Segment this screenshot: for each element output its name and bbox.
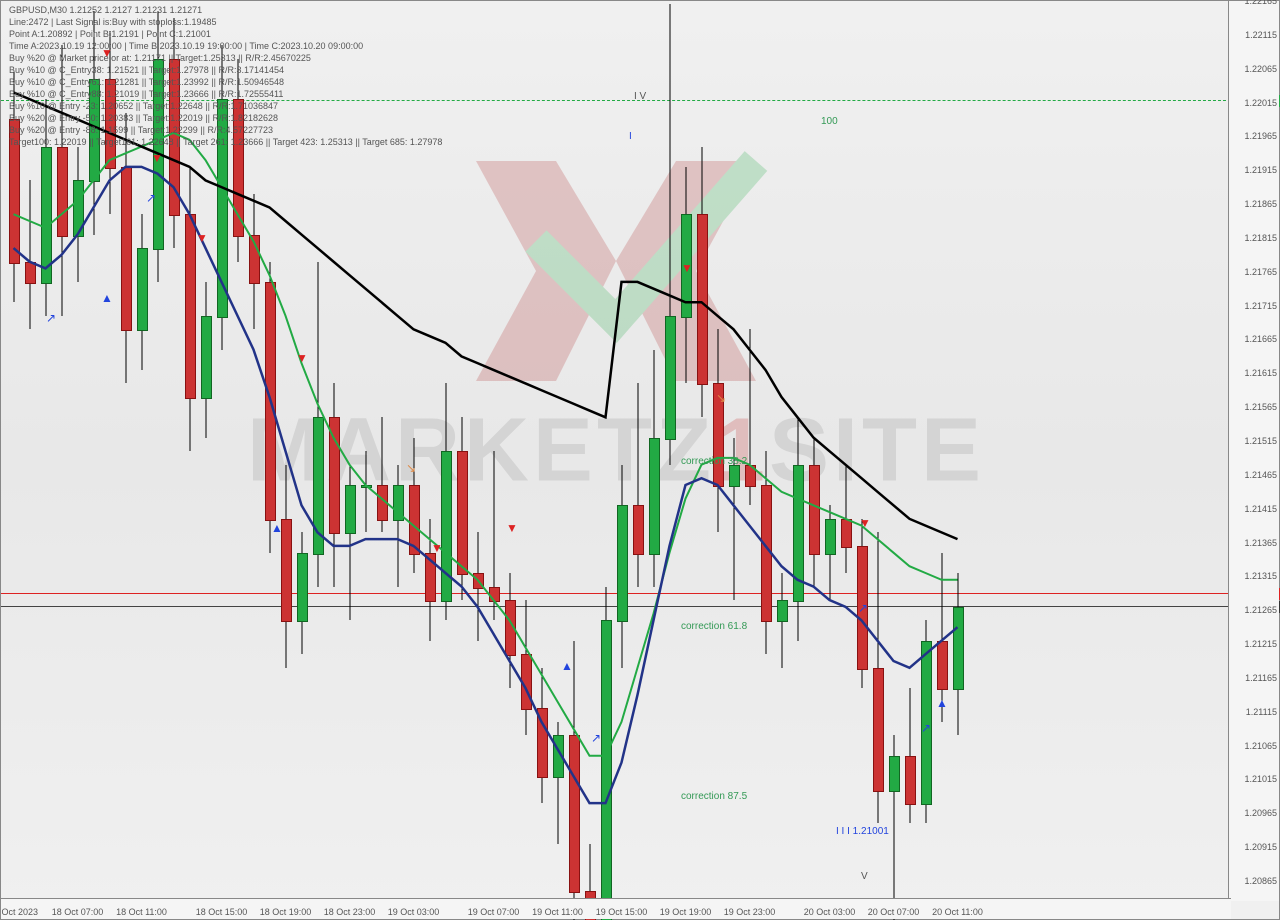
y-tick: 1.22065	[1244, 64, 1277, 74]
signal-arrow-icon: ↗	[46, 311, 56, 325]
info-line: Buy %20 @ Entry -88: 1.1599 || Target:1.…	[9, 125, 273, 135]
chart-title: GBPUSD,M30 1.21252 1.2127 1.21231 1.2127…	[9, 5, 202, 15]
signal-arrow-icon: ↗	[858, 601, 868, 615]
hline: 1.21271	[1, 606, 1231, 608]
annotation-label: V	[861, 871, 868, 882]
signal-arrow-icon: ▼	[859, 516, 871, 530]
y-tick: 1.21665	[1244, 334, 1277, 344]
y-tick: 1.22015	[1244, 98, 1277, 108]
signal-arrow-icon: ↗	[591, 731, 601, 745]
x-axis: 18 Oct 2023 18 Oct 07:00 18 Oct 11:00 18 Oc…	[1, 898, 1231, 919]
signal-arrow-icon: ▼	[681, 261, 693, 275]
x-tick: 19 Oct 07:00	[468, 907, 520, 917]
y-tick: 1.21365	[1244, 538, 1277, 548]
signal-arrow-icon: ▼	[431, 541, 443, 555]
info-line: Time A:2023.10.19 12:00:00 | Time B:2023…	[9, 41, 363, 51]
annotation-label: 100	[821, 116, 838, 127]
y-tick: 1.21215	[1244, 639, 1277, 649]
x-tick: 19 Oct 23:00	[724, 907, 776, 917]
watermark-text: MARKETZ1SITE	[247, 400, 985, 503]
x-tick: 18 Oct 23:00	[324, 907, 376, 917]
signal-arrow-icon: ↗	[146, 191, 156, 205]
annotation-label: I V	[634, 91, 646, 102]
y-tick: 1.21265	[1244, 605, 1277, 615]
info-line: Buy %10 @ Entry -23: 1.20652 || Target:1…	[9, 101, 278, 111]
x-tick: 18 Oct 2023	[0, 907, 38, 917]
signal-arrow-icon: ▼	[506, 521, 518, 535]
info-line: Buy %10 @ C_Entry38: 1.21521 || Target:1…	[9, 65, 284, 75]
y-tick: 1.22115	[1245, 30, 1277, 40]
x-tick: 19 Oct 19:00	[660, 907, 712, 917]
y-tick: 1.21415	[1244, 504, 1277, 514]
logo-watermark-icon	[416, 121, 816, 421]
y-tick: 1.20865	[1244, 876, 1277, 886]
signal-arrow-icon: ▲	[101, 291, 113, 305]
y-tick: 1.21015	[1244, 774, 1277, 784]
signal-arrow-icon: ▲	[271, 521, 283, 535]
y-tick: 1.21615	[1244, 368, 1277, 378]
y-tick: 1.21965	[1244, 131, 1277, 141]
info-line: Buy %20 @ Entry -50: 1.20383 || Target:1…	[9, 113, 278, 123]
y-tick: 1.21815	[1244, 233, 1277, 243]
x-tick: 18 Oct 11:00	[116, 907, 167, 917]
y-tick: 1.21065	[1244, 741, 1277, 751]
y-tick: 1.21765	[1244, 267, 1277, 277]
hline: 1.21290	[1, 593, 1231, 595]
info-line: Buy %10 @ C_Entry61: 1.21281 || Target:1…	[9, 77, 284, 87]
y-tick: 1.21865	[1244, 199, 1277, 209]
x-tick: 18 Oct 07:00	[52, 907, 104, 917]
y-tick: 1.21315	[1244, 571, 1277, 581]
y-tick: 1.21515	[1244, 436, 1277, 446]
signal-arrow-icon: ▼	[196, 231, 208, 245]
y-axis: 1.20865 1.20915 1.20965 1.21015 1.21065 1.211…	[1228, 1, 1279, 901]
x-tick: 18 Oct 15:00	[196, 907, 248, 917]
plot-area[interactable]: MARKETZ1SITE 1.220191.212901.21271 ▼▼↗▲↗…	[1, 1, 1231, 901]
signal-arrow-icon: ↘	[406, 461, 416, 475]
y-tick: 1.21715	[1244, 301, 1277, 311]
info-line: Line:2472 | Last Signal is:Buy with stop…	[9, 17, 216, 27]
info-line: Target100: 1.22019 || Target161: 1.22648…	[9, 137, 442, 147]
signal-arrow-icon: ▼	[296, 351, 308, 365]
signal-arrow-icon: ▲	[936, 696, 948, 710]
y-tick: 1.21465	[1244, 470, 1277, 480]
signal-arrow-icon: ↗	[921, 721, 931, 735]
x-tick: 20 Oct 07:00	[868, 907, 920, 917]
y-tick: 1.21165	[1245, 673, 1277, 683]
y-tick: 1.20965	[1244, 808, 1277, 818]
annotation-label: I I I 1.21001	[836, 826, 889, 837]
y-tick: 1.21915	[1244, 165, 1277, 175]
signal-arrow-icon: ↘	[716, 391, 726, 405]
y-tick: 1.20915	[1244, 842, 1277, 852]
info-line: Buy %20 @ Market price or at: 1.21171 ||…	[9, 53, 311, 63]
info-line: Point A:1.20892 | Point B:1.2191 | Point…	[9, 29, 211, 39]
y-tick: 1.21565	[1244, 402, 1277, 412]
info-line: Buy %10 @ C_Entry88: 1.21019 || Target:1…	[9, 89, 283, 99]
signal-arrow-icon: ▲	[561, 659, 573, 673]
x-tick: 18 Oct 19:00	[260, 907, 312, 917]
ma-lines	[1, 1, 1231, 901]
x-tick: 19 Oct 15:00	[596, 907, 648, 917]
annotation-label: correction 38.2	[681, 456, 747, 467]
annotation-label: I	[629, 131, 632, 142]
x-tick: 20 Oct 03:00	[804, 907, 856, 917]
x-tick: 19 Oct 03:00	[388, 907, 440, 917]
y-tick: 1.21115	[1246, 707, 1277, 717]
y-tick: 1.22165	[1244, 0, 1277, 6]
chart-container: MARKETZ1SITE 1.220191.212901.21271 ▼▼↗▲↗…	[0, 0, 1280, 920]
x-tick: 20 Oct 11:00	[932, 907, 983, 917]
x-tick: 19 Oct 11:00	[532, 907, 583, 917]
annotation-label: correction 87.5	[681, 791, 747, 802]
signal-arrow-icon: ▼	[151, 151, 163, 165]
annotation-label: correction 61.8	[681, 621, 747, 632]
